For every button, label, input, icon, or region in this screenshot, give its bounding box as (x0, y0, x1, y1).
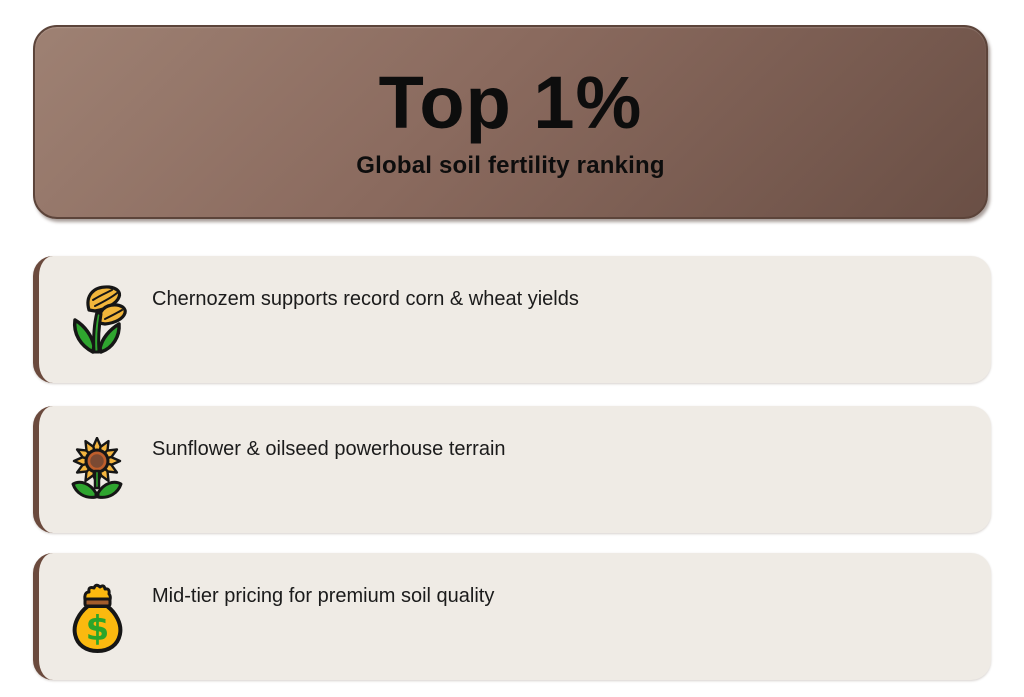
fact-card-sunflower: Sunflower & oilseed powerhouse terrain (33, 406, 991, 533)
fact-card-chernozem: Chernozem supports record corn & wheat y… (33, 256, 991, 383)
sunflower-icon (64, 406, 130, 533)
wheat-icon (64, 256, 130, 383)
page-subtitle: Global soil fertility ranking (356, 151, 665, 179)
fact-text: Mid-tier pricing for premium soil qualit… (152, 585, 495, 607)
svg-text:$: $ (86, 609, 110, 649)
money-bag-icon: $ (64, 553, 130, 680)
hero-banner: Top 1% Global soil fertility ranking (33, 25, 988, 219)
fact-card-pricing: $ Mid-tier pricing for premium soil qual… (33, 553, 991, 680)
fact-text: Sunflower & oilseed powerhouse terrain (152, 438, 506, 460)
page-title: Top 1% (378, 61, 643, 145)
fact-text: Chernozem supports record corn & wheat y… (152, 288, 579, 310)
